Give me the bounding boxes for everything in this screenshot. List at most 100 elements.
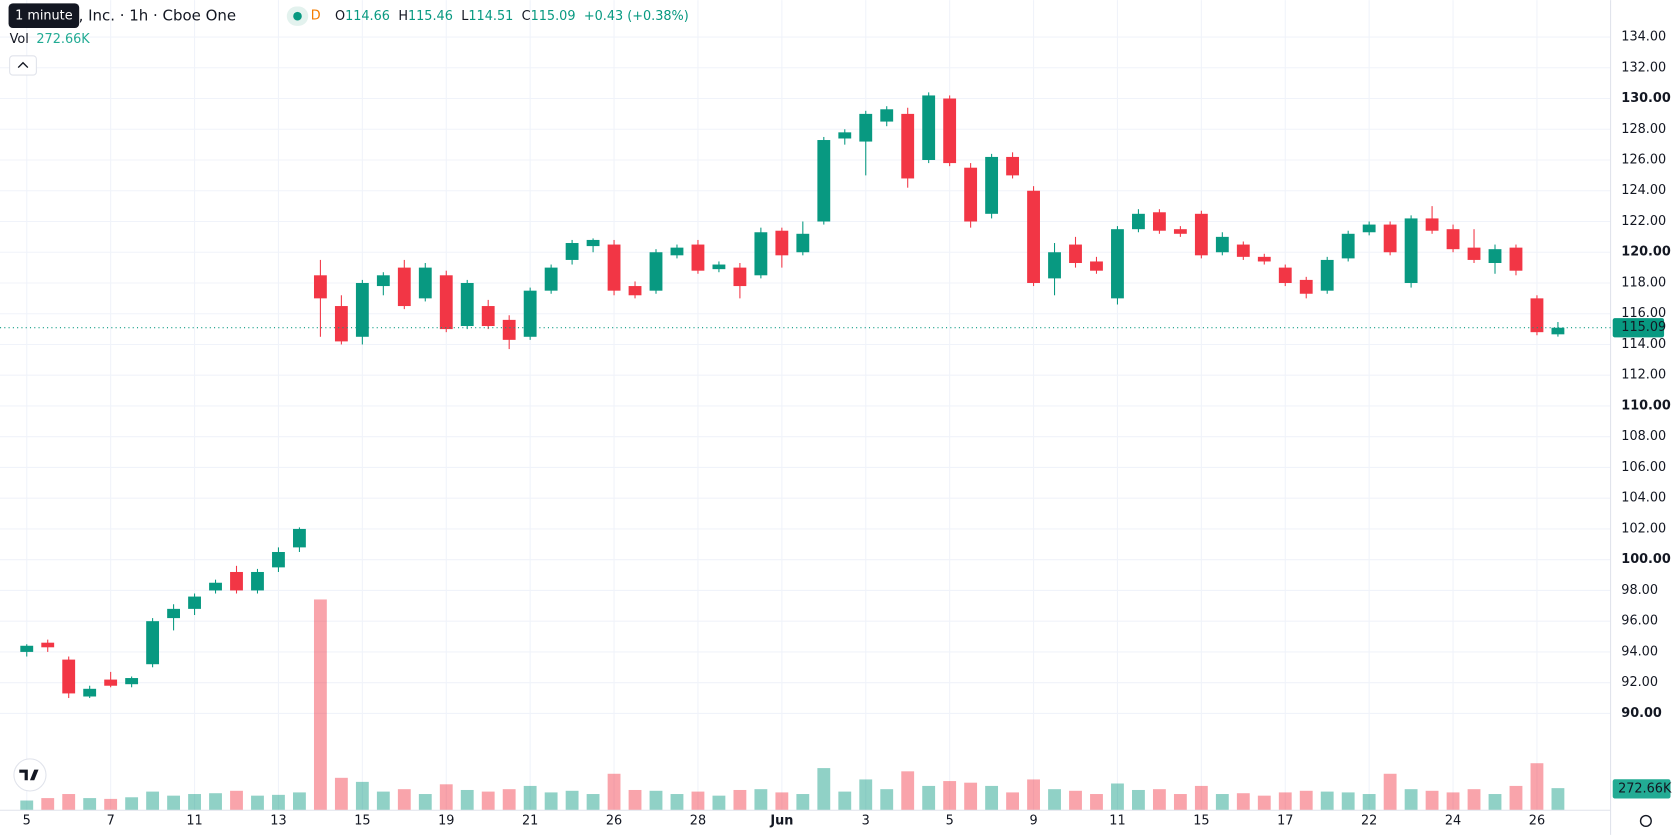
candle-body [1551,327,1565,335]
candle-body [586,239,600,247]
volume-bar [1530,763,1544,811]
y-tick-label: 102.00 [1621,521,1666,536]
candle-body [1404,218,1418,283]
volume-bar [376,791,390,811]
candle-body [20,645,34,652]
volume-pane [20,599,1565,811]
x-tick-label: 11 [1109,813,1125,828]
volume-bar [985,785,999,811]
key: C [522,9,531,24]
volume-bar [817,768,831,811]
candle-body [439,275,453,330]
candle-body [397,267,411,307]
candle-body [1215,236,1229,253]
volume-bar [313,599,327,811]
last-price-label: 115.09 [1621,320,1666,335]
y-tick-label: 132.00 [1621,60,1666,75]
volume-bar [1111,783,1124,811]
x-tick-label: 26 [1529,813,1545,828]
x-tick-label: 13 [270,813,286,828]
y-tick-label: 90.00 [1621,706,1662,721]
volume-bar [544,792,558,811]
volume-bar [1404,789,1418,811]
candle-body [376,275,390,287]
y-tick-label: 118.00 [1621,275,1666,290]
key: H [398,9,408,24]
x-tick-label: 24 [1445,813,1461,828]
volume-bar [397,789,411,811]
volume-bar [523,785,537,811]
volume-label-box [1612,779,1671,799]
volume-bar [1488,794,1502,811]
y-tick-label: 126.00 [1621,153,1666,168]
candle-body [104,679,118,686]
candle-body [1425,218,1439,231]
y-tick-label: 104.00 [1621,491,1666,506]
candle-body [859,113,873,142]
volume-axis-label: 272.66K [1618,781,1672,796]
collapse-button[interactable] [9,55,37,76]
x-tick-label: 15 [354,813,370,828]
key: L [461,9,469,24]
x-tick-label: 21 [522,813,538,828]
volume-bar [209,793,222,811]
settings-icon[interactable] [1639,814,1652,827]
volume-bar [1173,794,1187,811]
logo-bg [13,758,47,792]
y-tick-label: 98.00 [1621,583,1658,598]
volume-bar [964,782,978,811]
volume-bar [418,794,432,811]
volume-bar [1362,794,1376,811]
volume-bar [901,771,915,811]
x-tick-label: 9 [1029,813,1037,828]
candle-body [1027,190,1040,283]
candle-body [628,286,642,296]
candle-body [167,608,180,619]
y-tick-label: 134.00 [1621,30,1666,45]
volume-bar [796,794,810,811]
candle-body [565,243,579,260]
x-tick-label: 11 [186,813,202,828]
x-tick-label: Jun [769,813,793,828]
x-tick-label: 5 [946,813,954,828]
volume-bar [1090,794,1103,811]
candle-body [1257,256,1271,262]
x-tick-label: 5 [23,813,31,828]
candle-body [733,267,747,287]
candle-body [817,140,831,222]
collapse-icon [17,61,29,69]
candle-body [83,688,97,697]
volume-bar [146,791,160,811]
volume-bar [251,795,264,811]
x-tick-label: 22 [1361,813,1377,828]
y-tick-label: 94.00 [1621,644,1658,659]
y-tick-label: 96.00 [1621,614,1658,629]
volume-bar [1132,789,1145,811]
volume-bar [502,789,516,811]
candle-body [41,642,55,648]
tooltip-box [8,3,80,28]
volume-bar [167,795,180,811]
candle-body [230,571,243,591]
y-tick-label: 130.00 [1621,91,1671,106]
candle-body [1530,298,1544,333]
volume-bar [733,789,747,811]
y-tick-label: 112.00 [1621,368,1666,383]
volume-bar [1006,792,1019,811]
volume-bar [1257,795,1271,811]
x-tick-label: 15 [1193,813,1209,828]
volume-bar [1048,789,1061,811]
volume-bar [1236,793,1250,811]
y-tick-label: 124.00 [1621,183,1666,198]
volume-bar [1467,789,1481,811]
volume-bar [62,794,76,811]
candle-body [1341,233,1355,259]
candle-body [313,275,327,299]
logo [19,769,39,781]
volume-legend: 272.66K [36,32,90,47]
ohlc-legend: O114.66 H115.46 L114.51 C115.09 +0.43 (+… [335,9,689,24]
candle-body [293,528,306,548]
volume-bar [272,794,285,811]
candle-body [1048,252,1061,279]
candle-body [502,319,516,340]
